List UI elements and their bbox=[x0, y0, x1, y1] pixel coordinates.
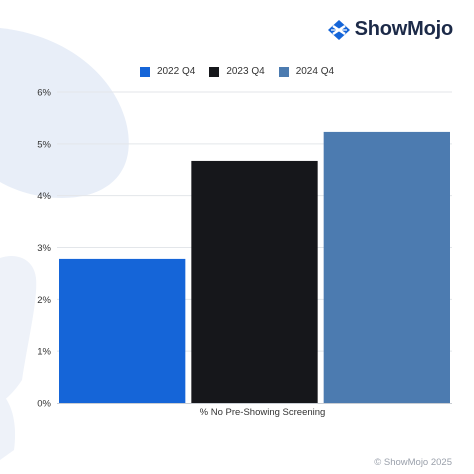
background-blob-bottom bbox=[0, 392, 16, 460]
y-tick-label: 3% bbox=[37, 243, 51, 254]
y-tick-label: 1% bbox=[37, 347, 51, 358]
y-tick-label: 5% bbox=[37, 139, 51, 150]
legend-swatch-2024 bbox=[278, 66, 289, 77]
bar-2022-q4 bbox=[59, 258, 186, 403]
x-axis-category-label: % No Pre-Showing Screening bbox=[200, 407, 326, 418]
y-tick-label: 4% bbox=[37, 191, 51, 202]
bar-2024-q4 bbox=[323, 131, 450, 403]
legend-label-2023: 2023 Q4 bbox=[226, 66, 265, 77]
legend-item-2024: 2024 Q4 bbox=[278, 66, 335, 77]
bar-2023-q4 bbox=[191, 160, 318, 403]
background-blob-small bbox=[0, 256, 37, 402]
legend-label-2022: 2022 Q4 bbox=[156, 66, 196, 77]
brand-name: ShowMojo bbox=[354, 18, 454, 40]
y-tick-label: 2% bbox=[37, 295, 51, 306]
showmojo-logo-icon bbox=[327, 19, 350, 40]
background-blob-large bbox=[0, 28, 129, 198]
legend-swatch-2023 bbox=[209, 66, 220, 77]
legend-label-2024: 2024 Q4 bbox=[295, 66, 335, 77]
copyright-text: © ShowMojo 2025 bbox=[374, 457, 452, 468]
chart-bars bbox=[59, 131, 450, 403]
chart-legend: 2022 Q4 2023 Q4 2024 Q4 bbox=[0, 66, 474, 77]
brand-logo: ShowMojo bbox=[327, 18, 454, 41]
legend-swatch-2022 bbox=[139, 66, 150, 77]
x-axis: % No Pre-Showing Screening bbox=[57, 403, 452, 418]
legend-item-2022: 2022 Q4 bbox=[139, 66, 196, 77]
y-tick-label: 6% bbox=[37, 88, 51, 99]
legend-item-2023: 2023 Q4 bbox=[209, 66, 265, 77]
y-axis: 0% 1% 2% 3% 4% 5% 6% bbox=[37, 88, 51, 410]
y-tick-label: 0% bbox=[37, 399, 51, 410]
